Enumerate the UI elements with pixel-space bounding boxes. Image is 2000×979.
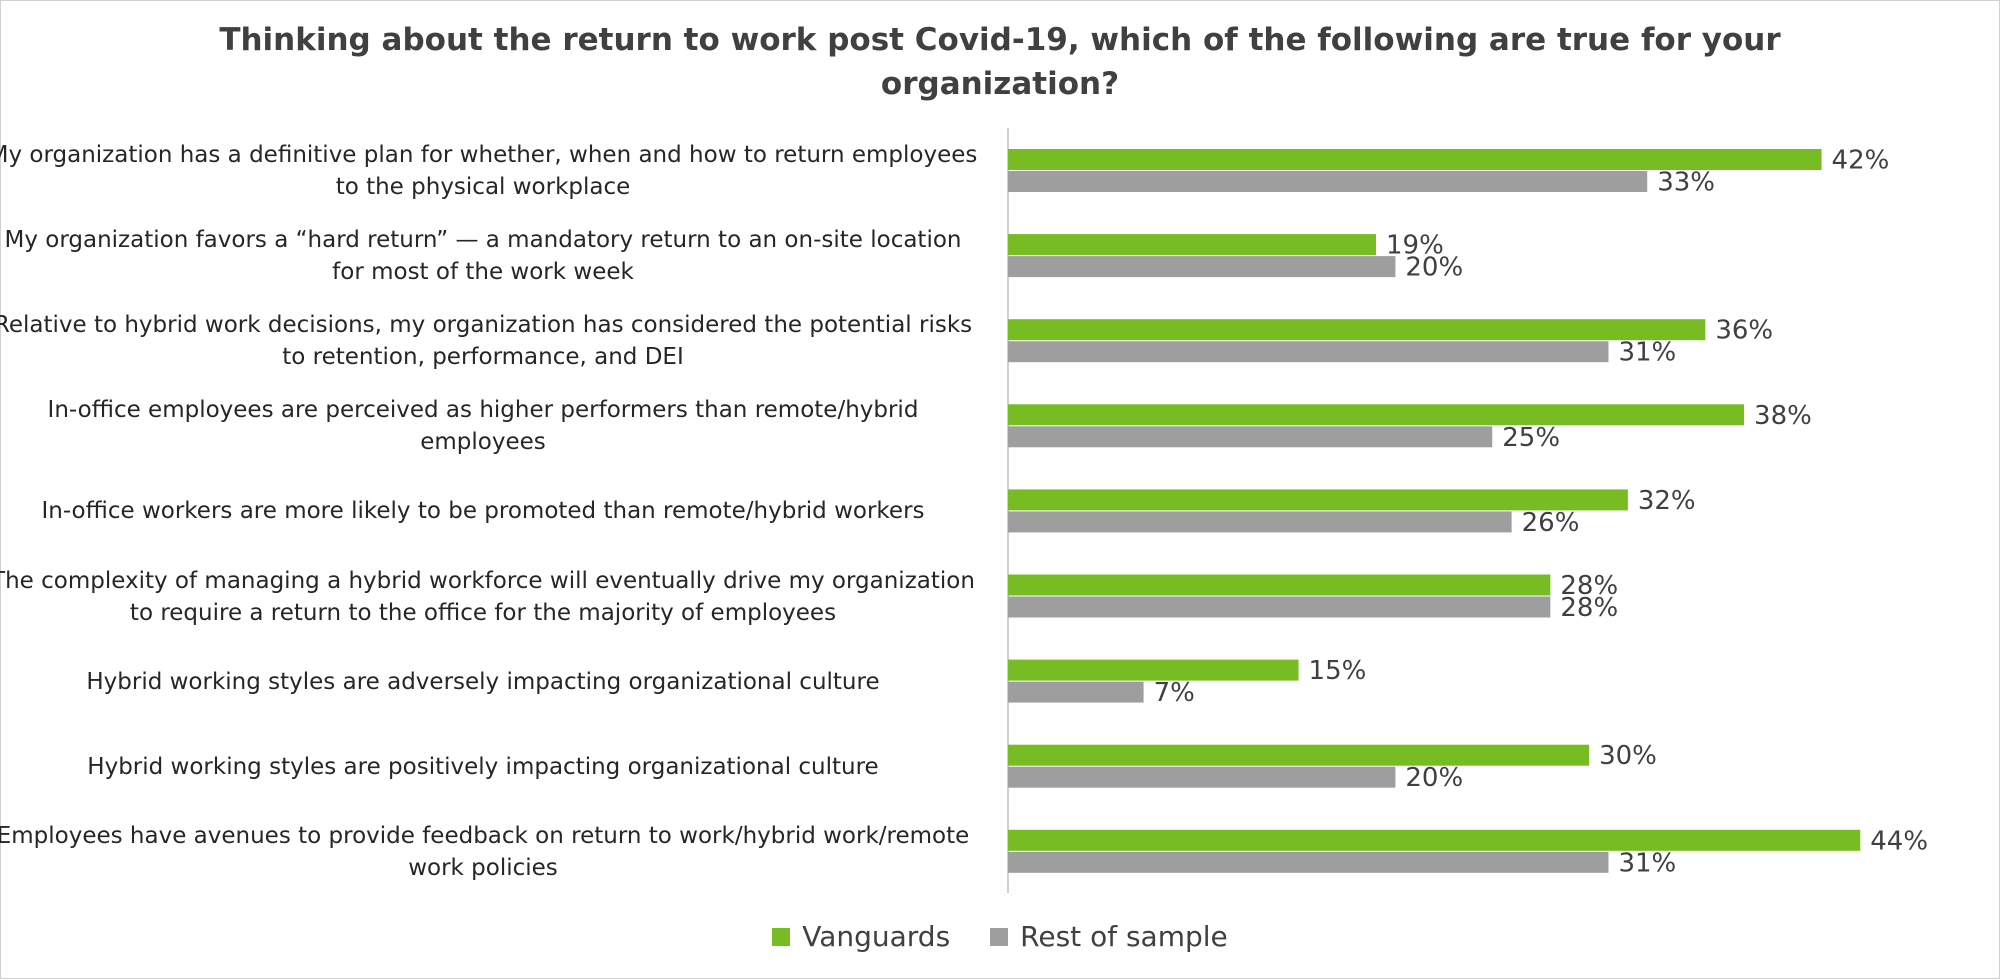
bar <box>1008 829 1861 851</box>
value-label: 25% <box>1502 423 1560 453</box>
bar <box>1008 426 1493 448</box>
value-label: 7% <box>1154 678 1195 708</box>
bar <box>1008 511 1512 533</box>
bar <box>1008 574 1551 596</box>
category-label: In-office employees are perceived as hig… <box>47 397 919 456</box>
legend-label: Rest of sample <box>1020 920 1228 953</box>
value-label: 31% <box>1618 848 1676 878</box>
value-label: 26% <box>1522 508 1580 538</box>
value-label: 28% <box>1560 593 1618 623</box>
bar <box>1008 659 1299 681</box>
value-label: 28% <box>1560 571 1618 601</box>
category-label: Hybrid working styles are adversely impa… <box>86 668 880 695</box>
category-label: My organization favors a “hard return” —… <box>4 227 962 286</box>
value-label: 38% <box>1754 401 1812 431</box>
category-label: Employees have avenues to provide feedba… <box>0 822 970 881</box>
bar <box>1008 171 1648 192</box>
category-label: The complexity of managing a hybrid work… <box>0 567 975 626</box>
bar <box>1008 256 1396 278</box>
value-label: 20% <box>1405 763 1463 793</box>
category-label: In-office workers are more likely to be … <box>41 498 925 525</box>
bar <box>1008 744 1590 766</box>
legend-label: Vanguards <box>802 920 951 953</box>
value-label: 33% <box>1657 168 1715 198</box>
bar <box>1008 596 1551 618</box>
bar <box>1008 149 1822 170</box>
bar <box>1008 766 1396 788</box>
value-label: 30% <box>1599 741 1657 771</box>
value-label: 42% <box>1832 146 1890 176</box>
value-label: 19% <box>1386 231 1444 261</box>
value-label: 32% <box>1638 486 1696 516</box>
legend-swatch <box>990 927 1009 946</box>
category-label: Hybrid working styles are positively imp… <box>87 753 879 780</box>
legend-item: Vanguards <box>772 920 950 953</box>
bar <box>1008 319 1706 341</box>
bar <box>1008 234 1377 256</box>
chart-title: Thinking about the return to work post C… <box>219 22 1781 102</box>
legend-swatch <box>772 927 791 946</box>
bar <box>1008 851 1609 873</box>
value-label: 36% <box>1715 316 1773 346</box>
bar <box>1008 404 1745 426</box>
bar <box>1008 489 1628 511</box>
category-label: Relative to hybrid work decisions, my or… <box>0 312 973 371</box>
bar <box>1008 341 1609 363</box>
value-label: 44% <box>1870 826 1928 856</box>
category-label: My organization has a definitive plan fo… <box>0 142 978 200</box>
bar <box>1008 681 1144 703</box>
value-label: 15% <box>1309 656 1367 686</box>
legend-item: Rest of sample <box>990 920 1228 953</box>
value-label: 31% <box>1618 338 1676 368</box>
value-label: 20% <box>1405 253 1463 283</box>
legend: Vanguards Rest of sample <box>0 920 2000 953</box>
